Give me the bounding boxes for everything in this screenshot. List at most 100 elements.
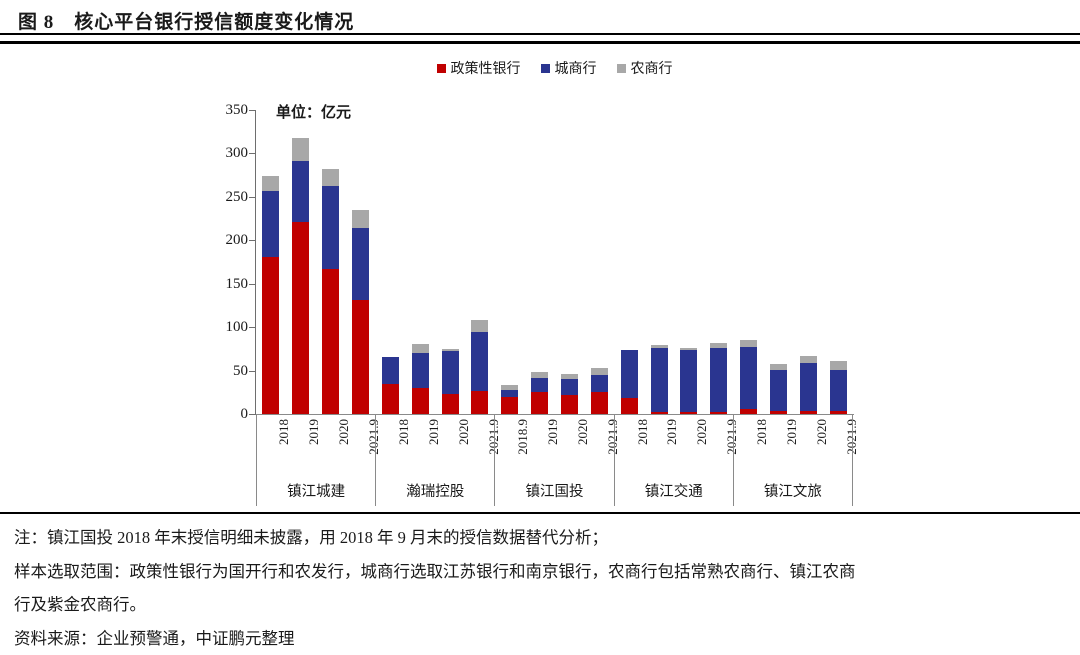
bar-segment xyxy=(262,190,280,257)
bar-segment xyxy=(769,363,787,370)
y-tick-mark xyxy=(249,283,256,285)
bar-segment xyxy=(381,383,399,414)
chart-legend: 政策性银行 城商行 农商行 xyxy=(256,58,853,78)
bar-segment xyxy=(352,300,369,414)
bar-slot xyxy=(644,110,674,414)
group-name-cell: 镇江文旅 xyxy=(732,414,854,506)
stacked-bar xyxy=(262,176,280,414)
x-axis-line xyxy=(255,414,854,415)
bar-segment xyxy=(799,411,817,414)
stacked-bar xyxy=(829,361,847,414)
bar-slot xyxy=(525,110,555,414)
bar-segment xyxy=(710,412,728,414)
x-axis-group-labels: 镇江城建 瀚瑞控股 镇江国投 镇江交通 镇江文旅 xyxy=(256,414,854,506)
bar-segment xyxy=(590,374,608,393)
stacked-bar xyxy=(441,348,459,414)
stacked-bar xyxy=(769,363,787,414)
bar-segment xyxy=(560,374,578,380)
bar-segment xyxy=(531,372,549,378)
y-tick-mark xyxy=(249,240,256,242)
legend-item-city-banks: 城商行 xyxy=(540,58,597,78)
bar-segment xyxy=(292,137,310,162)
stacked-bar-plot xyxy=(256,110,853,414)
note-line: 注：镇江国投 2018 年末授信明细未披露，用 2018 年 9 月末的授信数据… xyxy=(14,528,608,547)
bar-segment xyxy=(441,351,459,395)
figure-title: 图 8 核心平台银行授信额度变化情况 xyxy=(18,12,355,33)
legend-item-policy-banks: 政策性银行 xyxy=(436,58,521,78)
bar-slot xyxy=(763,110,793,414)
bar-slot xyxy=(584,110,614,414)
bar-segment xyxy=(411,387,429,414)
bar-segment xyxy=(620,397,638,414)
bar-segment xyxy=(769,369,787,412)
figure-notes: 注：镇江国投 2018 年末授信明细未披露，用 2018 年 9 月末的授信数据… xyxy=(14,521,1070,655)
bar-slot xyxy=(375,110,405,414)
bar-slot xyxy=(734,110,764,414)
bar-segment xyxy=(501,384,519,390)
bar-segment xyxy=(560,394,578,414)
bar-segment xyxy=(680,349,698,413)
stacked-bar xyxy=(650,345,668,414)
y-axis-line xyxy=(255,110,256,415)
legend-swatch-gray-icon xyxy=(616,63,626,73)
bar-slot xyxy=(823,110,853,414)
bar-segment xyxy=(829,411,847,414)
group-name-cell: 镇江交通 xyxy=(613,414,733,506)
bar-segment xyxy=(292,161,310,223)
legend-swatch-red-icon xyxy=(436,63,446,73)
bar-group xyxy=(375,110,494,414)
y-tick-mark xyxy=(249,370,256,372)
bar-segment xyxy=(441,394,459,414)
stacked-bar xyxy=(471,320,489,414)
bar-slot xyxy=(405,110,435,414)
bar-slot xyxy=(614,110,644,414)
stacked-bar xyxy=(292,137,310,414)
note-line: 资料来源：企业预警通，中证鹏元整理 xyxy=(14,628,295,648)
stacked-bar xyxy=(799,355,817,414)
bar-segment xyxy=(322,268,340,414)
bar-segment xyxy=(769,411,787,414)
bar-segment xyxy=(740,347,758,409)
legend-label: 农商行 xyxy=(630,62,673,77)
bar-segment xyxy=(680,348,698,350)
title-rule-thick xyxy=(0,41,1080,44)
bar-group xyxy=(495,110,614,414)
bar-segment xyxy=(620,349,638,398)
bar-segment xyxy=(590,392,608,414)
bar-segment xyxy=(322,186,340,269)
bar-segment xyxy=(740,340,758,348)
bar-segment xyxy=(262,256,280,414)
legend-item-rural-banks: 农商行 xyxy=(616,58,673,78)
y-tick-label: 100 xyxy=(225,319,249,336)
bar-segment xyxy=(531,377,549,393)
bar-segment xyxy=(352,228,369,301)
bar-slot xyxy=(346,110,376,414)
bar-slot xyxy=(555,110,585,414)
bar-slot xyxy=(465,110,495,414)
stacked-bar xyxy=(710,342,728,414)
bar-group xyxy=(614,110,733,414)
bar-segment xyxy=(829,361,847,370)
stacked-bar xyxy=(560,374,578,414)
bar-segment xyxy=(411,343,429,354)
y-tick-label: 200 xyxy=(225,232,249,249)
y-tick-mark xyxy=(249,327,256,329)
bar-segment xyxy=(352,209,369,229)
stacked-bar xyxy=(322,169,340,414)
bar-segment xyxy=(501,396,519,414)
bar-segment xyxy=(381,356,399,384)
legend-label: 政策性银行 xyxy=(450,62,521,77)
note-line: 样本选取范围：政策性银行为国开行和农发行，城商行选取江苏银行和南京银行，农商行包… xyxy=(14,561,856,581)
group-name-cell: 镇江国投 xyxy=(494,414,613,506)
stacked-bar xyxy=(740,340,758,414)
y-tick-label: 50 xyxy=(233,362,248,379)
note-line: 行及紫金农商行。 xyxy=(14,595,146,614)
bar-segment xyxy=(650,348,668,413)
y-tick-mark xyxy=(249,414,256,415)
bar-group xyxy=(734,110,853,414)
bar-segment xyxy=(650,412,668,414)
bar-segment xyxy=(590,368,608,375)
bar-slot xyxy=(704,110,734,414)
y-tick-label: 350 xyxy=(225,102,249,118)
